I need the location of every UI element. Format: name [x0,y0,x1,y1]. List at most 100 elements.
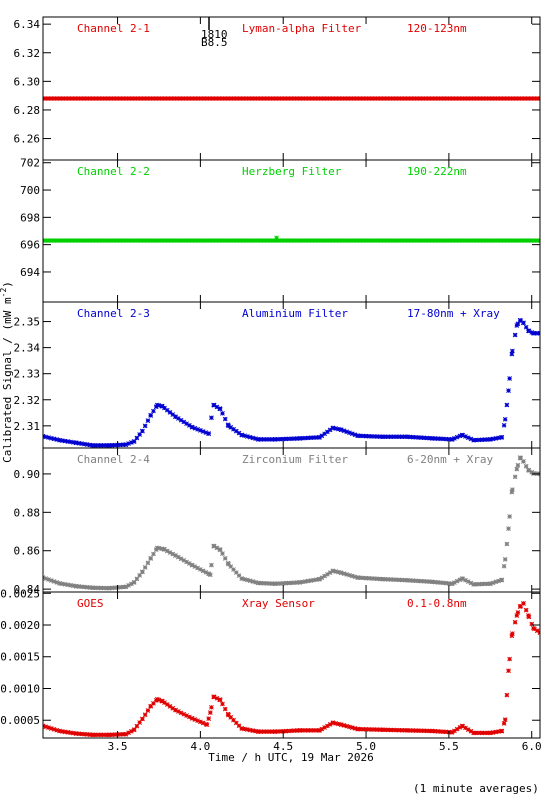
data-point [383,434,388,440]
data-point [471,581,477,587]
data-point [372,238,378,243]
data-point [311,728,316,733]
x-axis-title: Time / h UTC, 19 Mar 2026 [208,751,374,764]
data-point [360,433,366,439]
data-point [452,436,457,441]
data-point [164,702,170,707]
data-point [200,568,206,574]
data-point [104,732,109,738]
data-point [76,731,82,737]
data-point [120,584,126,590]
data-point [117,584,123,590]
data-point [354,238,360,243]
data-point [79,441,85,447]
data-point [112,442,118,448]
data-point [60,96,66,101]
data-point [521,601,526,606]
data-point [443,436,449,442]
data-point [438,729,443,734]
data-point [502,717,508,722]
data-point [59,581,65,587]
data-point [528,238,534,243]
data-point [355,726,361,732]
data-point [222,416,228,422]
data-point [134,435,140,441]
panel-4: 0.84 0.86 0.88 0.90 Channel 2-4 Zirconium Fil… [14,447,541,596]
data-point [272,729,278,735]
data-point [312,238,318,243]
data-point [435,436,441,441]
data-point [87,585,93,590]
data-point [432,579,438,585]
data-point [487,581,493,587]
panel-3: 2.31 2.32 2.33 2.34 2.35 Channel 2-3 Aluminium… [14,301,541,449]
data-point [161,546,167,552]
data-point [275,436,281,442]
data-point [318,238,324,243]
data-point [306,96,312,101]
data-point [164,548,170,554]
data-point [429,436,435,441]
data-point [492,96,498,101]
data-point [426,238,432,243]
data-point [270,96,276,101]
data-point [358,433,363,439]
data-point [170,705,176,711]
band-label: 17-80nm + Xray [407,307,500,320]
data-point [358,726,363,732]
data-point [509,489,515,495]
data-point [216,96,222,101]
data-point [117,442,123,448]
data-point [449,729,455,735]
data-point [352,432,358,438]
data-point [206,431,212,437]
data-point [54,580,60,585]
data-point [175,416,181,421]
data-point [405,577,410,583]
data-point [459,723,465,729]
data-point [302,579,308,584]
data-point [496,435,501,441]
y-tick-label: 0.0025 [0,587,40,600]
data-point [226,423,231,429]
data-point [319,726,325,732]
x-tick-label: 6.0 [522,740,542,753]
data-point [43,576,49,581]
data-point [485,581,490,587]
data-point [242,576,247,582]
data-point [498,238,504,243]
data-point [407,578,413,583]
data-point [73,731,79,736]
data-point [90,96,96,101]
data-point [336,721,341,727]
data-point [487,730,493,736]
data-point [317,434,323,440]
data-point [112,585,118,591]
data-point [126,96,132,101]
band-label: 190-222nm [407,165,467,178]
data-point [410,728,416,733]
data-point [441,436,446,442]
data-point [140,428,145,434]
data-point [267,581,272,586]
band-label: 120-123nm [407,22,467,35]
y-tick-label: 6.34 [14,18,41,31]
data-point [203,569,209,575]
data-point [82,441,87,447]
data-point [189,424,195,430]
data-point [244,577,250,583]
data-point [493,436,499,441]
data-point [318,96,324,101]
data-point [233,428,239,434]
data-point [145,708,151,713]
data-point [322,431,327,437]
data-point [384,238,390,243]
data-point [72,238,78,243]
panel-5: 0.0005 0.0010 0.0015 0.0020 0.0025 GOES Xray S… [0,587,541,739]
data-point [531,470,536,476]
data-point [363,726,369,732]
data-point [43,434,49,440]
data-point [344,723,350,729]
data-point [126,441,131,446]
data-point [43,724,49,730]
